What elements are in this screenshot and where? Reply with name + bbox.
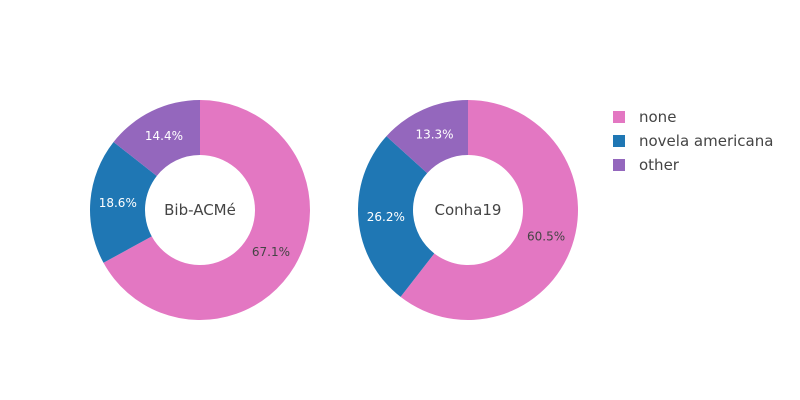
donut-center-label: Bib-ACMé bbox=[164, 201, 236, 219]
legend-label: other bbox=[639, 156, 680, 174]
donut-center-label: Conha19 bbox=[435, 201, 502, 219]
slice-none[interactable] bbox=[103, 100, 310, 320]
slice-label: 60.5% bbox=[527, 230, 565, 244]
legend-swatch bbox=[613, 111, 625, 123]
donuts-group: 67.1% 18.6% 14.4% Bib-ACMé 60.5% 26.2% 13.3% Co… bbox=[90, 100, 578, 320]
slice-other[interactable] bbox=[113, 100, 200, 176]
slice-other[interactable] bbox=[386, 100, 468, 174]
slice-novela-americana[interactable] bbox=[357, 136, 435, 297]
slice-label: 14.4% bbox=[145, 129, 183, 143]
slice-none[interactable] bbox=[400, 100, 578, 320]
donut-2: 60.5% 26.2% 13.3% Conha19 bbox=[357, 100, 578, 320]
legend-item-other[interactable]: other bbox=[613, 156, 680, 174]
donut-1: 67.1% 18.6% 14.4% Bib-ACMé bbox=[90, 100, 310, 320]
legend[interactable]: none novela americana other bbox=[613, 108, 773, 174]
slice-label: 26.2% bbox=[367, 210, 405, 224]
legend-item-none[interactable]: none bbox=[613, 108, 676, 126]
slice-label: 13.3% bbox=[415, 128, 453, 142]
legend-item-novela-americana[interactable]: novela americana bbox=[613, 132, 773, 150]
legend-label: none bbox=[639, 108, 676, 126]
legend-swatch bbox=[613, 159, 625, 171]
slice-label: 67.1% bbox=[252, 245, 290, 259]
slice-novela-americana[interactable] bbox=[90, 141, 157, 263]
legend-swatch bbox=[613, 135, 625, 147]
slice-label: 18.6% bbox=[99, 196, 137, 210]
legend-label: novela americana bbox=[639, 132, 773, 150]
